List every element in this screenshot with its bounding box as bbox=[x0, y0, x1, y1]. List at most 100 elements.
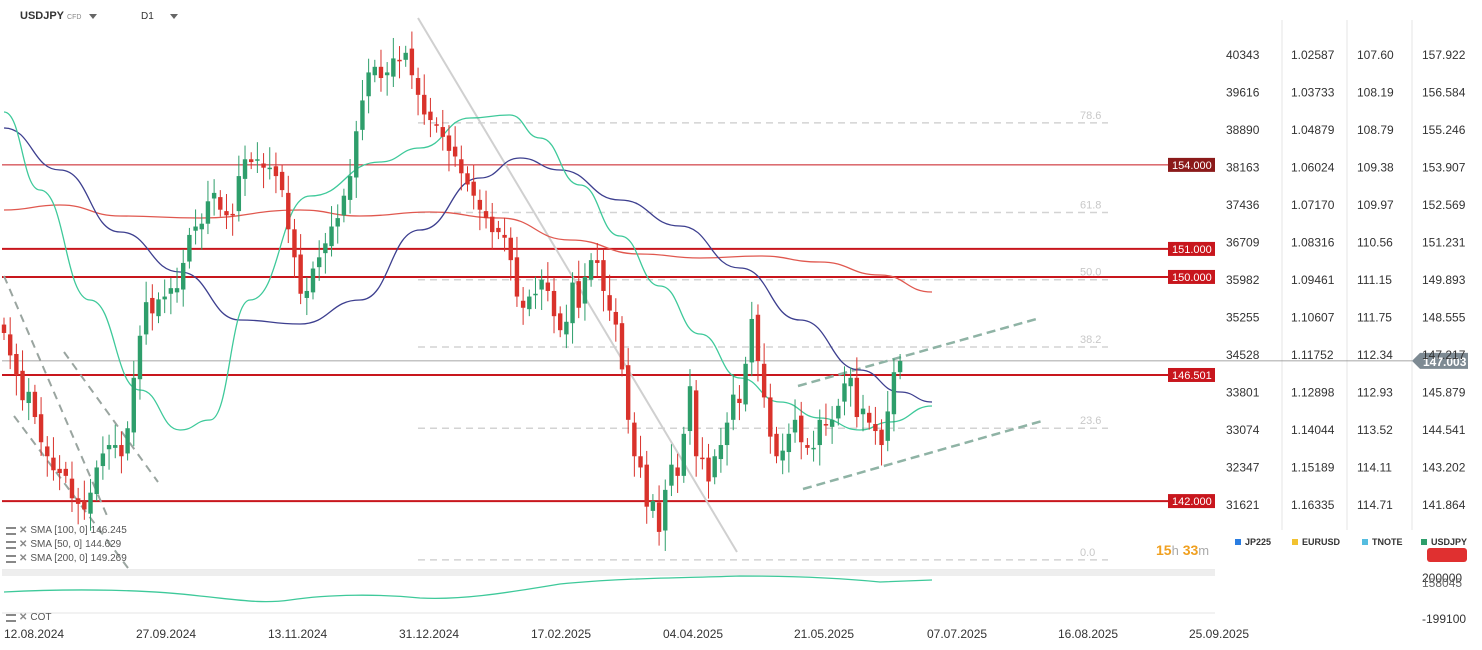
candle-body[interactable] bbox=[261, 163, 266, 168]
candle-body[interactable] bbox=[168, 288, 174, 294]
candle-body[interactable] bbox=[842, 383, 847, 402]
candle-body[interactable] bbox=[205, 201, 211, 224]
candle-body[interactable] bbox=[434, 124, 439, 126]
candle-body[interactable] bbox=[786, 433, 792, 453]
settings-icon[interactable] bbox=[6, 540, 16, 549]
close-icon[interactable]: ✕ bbox=[19, 525, 28, 536]
candle-body[interactable] bbox=[669, 464, 674, 486]
candle-body[interactable] bbox=[564, 321, 569, 335]
candle-body[interactable] bbox=[378, 66, 384, 79]
candle-body[interactable] bbox=[341, 195, 347, 216]
candle-body[interactable] bbox=[181, 262, 186, 290]
candle-body[interactable] bbox=[273, 166, 279, 177]
candle-body[interactable] bbox=[761, 363, 767, 398]
candle-body[interactable] bbox=[706, 457, 711, 482]
symbol-selector[interactable]: USDJPY CFD bbox=[20, 10, 98, 22]
candle-body[interactable] bbox=[638, 456, 643, 468]
legend-item-tnote[interactable]: TNOTE bbox=[1362, 537, 1403, 547]
candle-body[interactable] bbox=[329, 226, 334, 247]
candle-body[interactable] bbox=[465, 173, 470, 185]
candle-body[interactable] bbox=[279, 171, 285, 191]
candle-body[interactable] bbox=[663, 489, 668, 531]
candle-body[interactable] bbox=[780, 450, 785, 461]
alert-button[interactable] bbox=[1427, 548, 1467, 562]
indicator-sma-50[interactable]: ✕ SMA [50, 0] 144.629 bbox=[6, 539, 121, 550]
candle-body[interactable] bbox=[848, 377, 853, 387]
candle-body[interactable] bbox=[619, 323, 625, 370]
candle-body[interactable] bbox=[625, 365, 631, 420]
candle-body[interactable] bbox=[131, 377, 136, 433]
candle-body[interactable] bbox=[743, 363, 748, 405]
settings-icon[interactable] bbox=[6, 613, 16, 622]
candle-body[interactable] bbox=[718, 445, 724, 460]
candle-body[interactable] bbox=[854, 377, 860, 418]
candle-body[interactable] bbox=[873, 424, 878, 432]
candle-body[interactable] bbox=[477, 199, 483, 210]
candle-body[interactable] bbox=[768, 397, 773, 437]
candle-body[interactable] bbox=[693, 390, 699, 457]
candle-body[interactable] bbox=[588, 260, 594, 280]
close-icon[interactable]: ✕ bbox=[19, 539, 28, 550]
candle-body[interactable] bbox=[539, 279, 544, 290]
candle-body[interactable] bbox=[545, 282, 551, 291]
candle-body[interactable] bbox=[20, 370, 25, 401]
candle-body[interactable] bbox=[496, 227, 501, 233]
candle-body[interactable] bbox=[867, 412, 872, 423]
candle-body[interactable] bbox=[255, 159, 260, 161]
candle-body[interactable] bbox=[576, 281, 581, 308]
candle-body[interactable] bbox=[360, 100, 365, 130]
legend-item-jp225[interactable]: JP225 bbox=[1235, 537, 1271, 547]
candle-body[interactable] bbox=[595, 260, 600, 263]
candle-body[interactable] bbox=[187, 234, 192, 262]
candle-body[interactable] bbox=[650, 501, 656, 511]
candle-body[interactable] bbox=[471, 181, 476, 196]
candle-body[interactable] bbox=[82, 501, 87, 510]
candle-body[interactable] bbox=[891, 372, 897, 415]
trend-line[interactable] bbox=[13, 415, 129, 569]
candle-body[interactable] bbox=[805, 445, 810, 448]
candle-body[interactable] bbox=[514, 257, 520, 297]
settings-icon[interactable] bbox=[6, 554, 16, 563]
candle-body[interactable] bbox=[823, 424, 829, 426]
candle-body[interactable] bbox=[527, 296, 532, 310]
candle-body[interactable] bbox=[570, 282, 575, 324]
trend-line[interactable] bbox=[802, 419, 1043, 491]
candle-body[interactable] bbox=[836, 405, 841, 419]
candle-body[interactable] bbox=[335, 218, 340, 227]
candle-body[interactable] bbox=[286, 192, 291, 230]
candle-body[interactable] bbox=[26, 391, 31, 404]
candle-body[interactable] bbox=[829, 419, 835, 427]
trend-line[interactable] bbox=[3, 275, 109, 519]
candle-body[interactable] bbox=[230, 213, 235, 216]
candle-body[interactable] bbox=[236, 176, 242, 212]
indicator-sma-200[interactable]: ✕ SMA [200, 0] 149.269 bbox=[6, 553, 127, 564]
candle-body[interactable] bbox=[218, 197, 223, 210]
candle-body[interactable] bbox=[193, 226, 198, 231]
sma-50-line[interactable] bbox=[3, 111, 933, 431]
candle-body[interactable] bbox=[119, 445, 124, 457]
candle-body[interactable] bbox=[860, 408, 866, 415]
candle-body[interactable] bbox=[304, 290, 310, 298]
candle-body[interactable] bbox=[687, 386, 693, 432]
candle-body[interactable] bbox=[249, 159, 254, 163]
panel-resize-handle[interactable] bbox=[2, 570, 1215, 576]
candle-body[interactable] bbox=[1, 324, 7, 333]
candle-body[interactable] bbox=[582, 276, 588, 304]
candle-body[interactable] bbox=[242, 159, 248, 179]
candle-body[interactable] bbox=[675, 467, 680, 476]
cot-line[interactable] bbox=[3, 575, 933, 603]
settings-icon[interactable] bbox=[6, 526, 16, 535]
candle-body[interactable] bbox=[150, 297, 155, 314]
candle-body[interactable] bbox=[446, 135, 452, 151]
candle-body[interactable] bbox=[51, 457, 56, 471]
close-icon[interactable]: ✕ bbox=[19, 553, 28, 564]
candle-body[interactable] bbox=[32, 391, 38, 418]
candle-body[interactable] bbox=[737, 398, 742, 404]
candle-body[interactable] bbox=[143, 302, 149, 335]
candle-body[interactable] bbox=[292, 229, 297, 258]
candle-body[interactable] bbox=[440, 127, 445, 137]
candle-body[interactable] bbox=[483, 211, 489, 219]
candle-body[interactable] bbox=[558, 313, 563, 331]
sma-100-line[interactable] bbox=[3, 127, 933, 403]
